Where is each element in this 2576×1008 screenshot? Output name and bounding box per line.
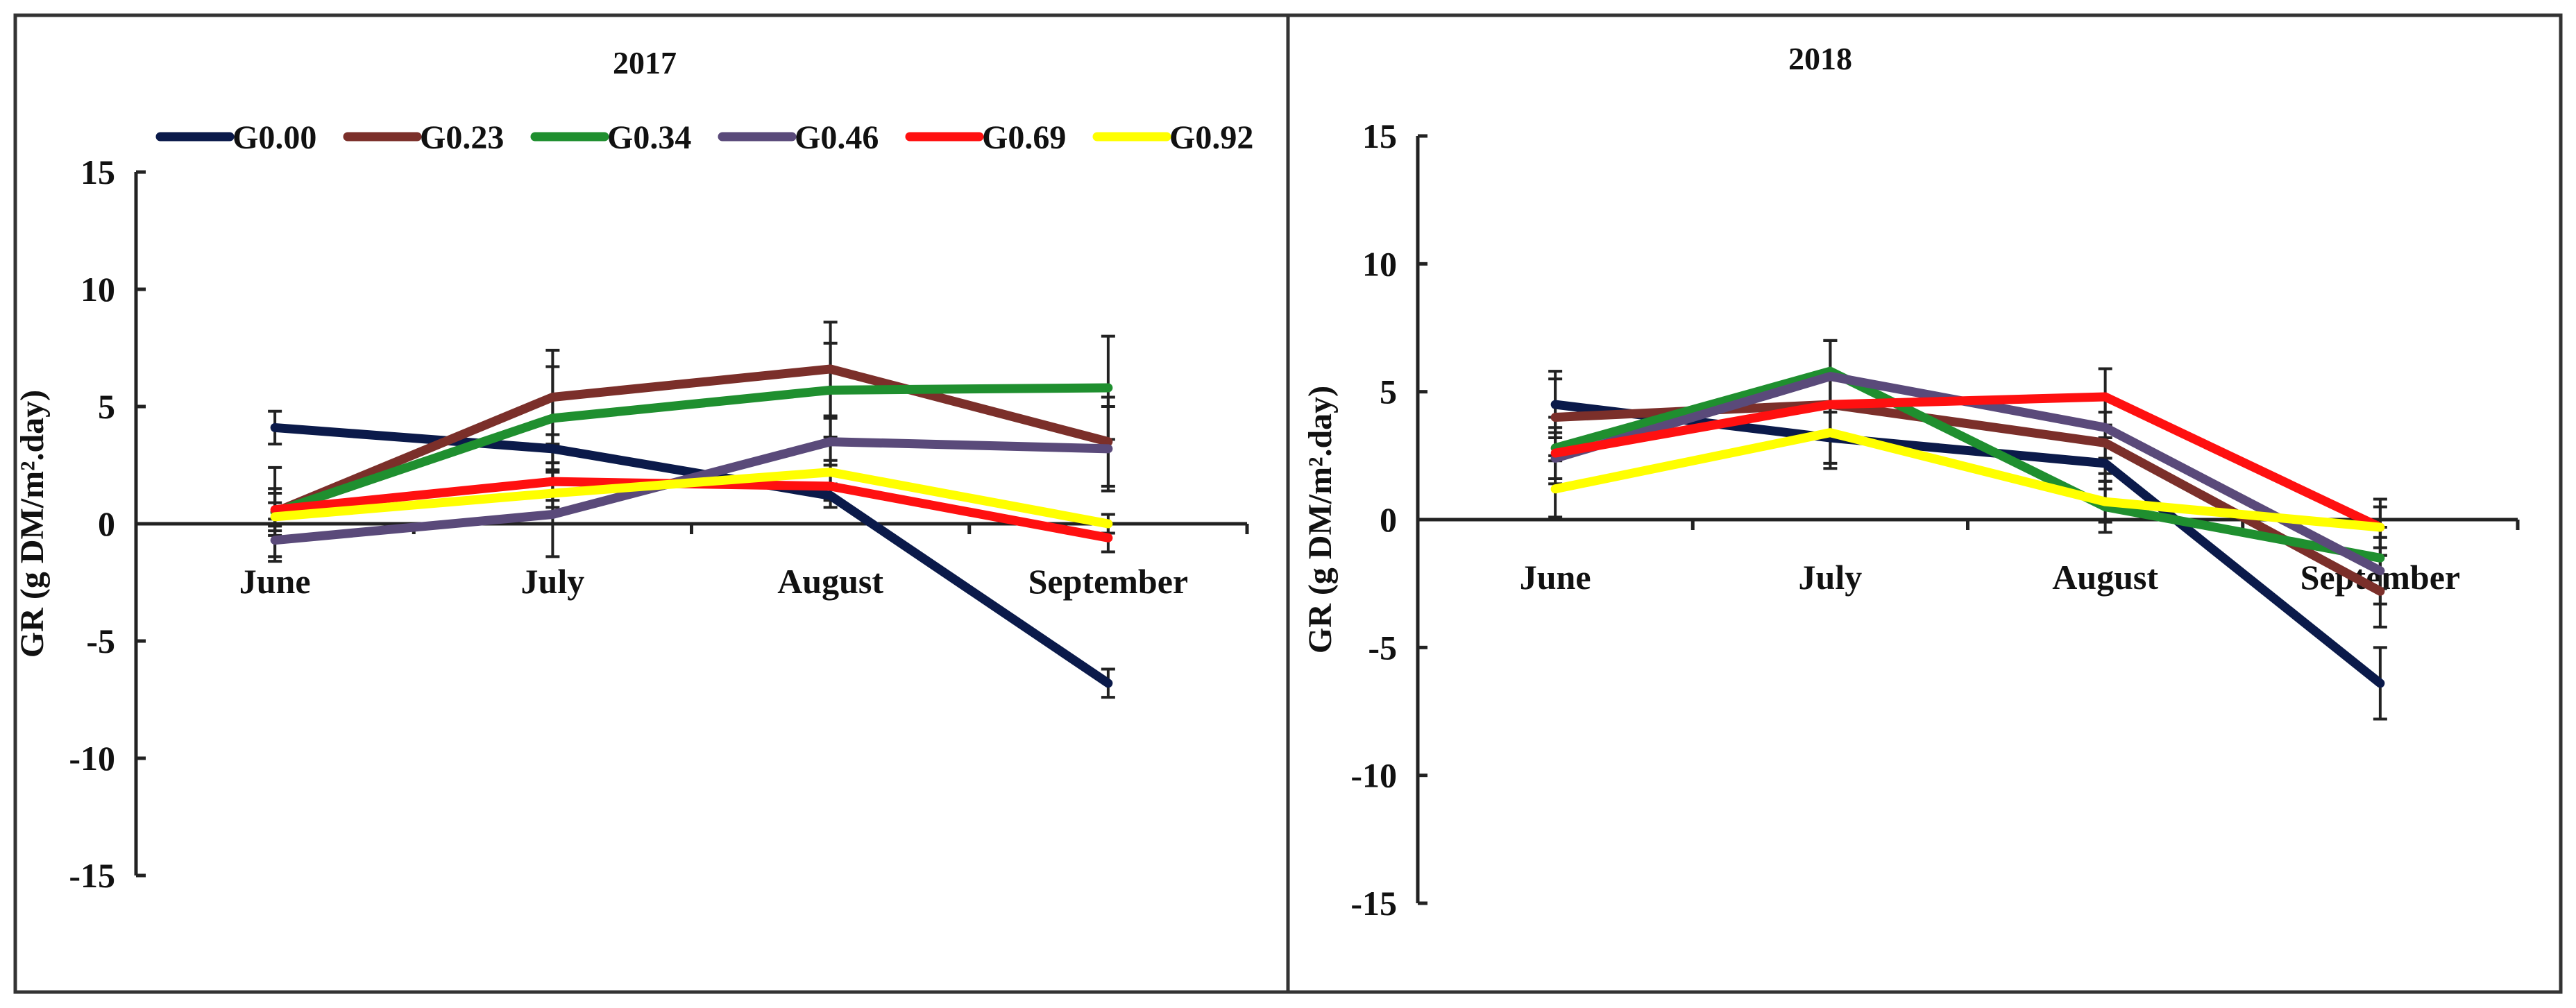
legend-label: G0.46 xyxy=(795,119,879,156)
data-point xyxy=(272,537,278,543)
legend-label: G0.69 xyxy=(982,119,1066,156)
data-point xyxy=(550,490,556,497)
data-point xyxy=(2102,394,2108,400)
x-tick-label: July xyxy=(521,562,585,601)
data-point xyxy=(2377,567,2383,574)
chart-title: 2017 xyxy=(613,45,677,80)
legend-label: G0.23 xyxy=(420,119,504,156)
y-tick-label: -10 xyxy=(1350,756,1397,795)
y-tick-label: -15 xyxy=(69,856,115,895)
legend-label: G0.34 xyxy=(607,119,691,156)
data-point xyxy=(1552,402,1559,408)
series-line-G0.46 xyxy=(270,437,1113,545)
data-point xyxy=(1552,486,1559,492)
data-point xyxy=(1827,373,1833,379)
y-axis-label: GR (g DM/m².day) xyxy=(14,390,51,658)
data-point xyxy=(2102,440,2108,446)
legend-label: G0.92 xyxy=(1169,119,1253,156)
data-point xyxy=(2377,524,2383,531)
legend: G0.00 G0.23 G0.34 G0.46 G0.69 G0.92 xyxy=(155,119,1253,156)
y-tick-label: 15 xyxy=(1362,117,1397,155)
y-tick-label: -10 xyxy=(69,739,115,778)
data-point xyxy=(1105,680,1111,686)
y-tick-label: -15 xyxy=(1350,884,1397,923)
data-point xyxy=(550,445,556,452)
data-point xyxy=(2377,680,2383,686)
data-point xyxy=(1552,414,1559,420)
data-point xyxy=(2102,425,2108,431)
data-point xyxy=(2102,499,2108,505)
data-point xyxy=(550,394,556,400)
legend-item: G0.46 xyxy=(718,119,879,156)
legend-item: G0.69 xyxy=(905,119,1066,156)
series-line-G0.00 xyxy=(270,422,1113,688)
legend-item: G0.23 xyxy=(343,119,504,156)
chart-title: 2018 xyxy=(1788,41,1852,76)
x-tick-label: June xyxy=(239,562,311,601)
data-point xyxy=(1105,521,1111,527)
data-point xyxy=(2102,460,2108,466)
data-point xyxy=(550,479,556,485)
x-tick-label: September xyxy=(1028,562,1189,601)
series-line-G0.92 xyxy=(270,468,1113,529)
right-panel-frame xyxy=(1286,13,2563,994)
y-tick-label: 5 xyxy=(1380,373,1397,411)
x-tick-label: August xyxy=(777,562,883,601)
series-line-G0.92 xyxy=(1550,428,2385,532)
data-point xyxy=(1827,402,1833,408)
series-line-G0.34 xyxy=(270,383,1113,517)
data-point xyxy=(827,387,833,393)
data-point xyxy=(1105,535,1111,541)
legend-item: G0.00 xyxy=(155,119,316,156)
data-point xyxy=(827,438,833,445)
data-point xyxy=(1552,450,1559,456)
data-point xyxy=(272,506,278,513)
data-point xyxy=(827,493,833,499)
data-point xyxy=(272,513,278,520)
series-line-G0.69 xyxy=(1550,392,2385,532)
y-tick-label: 15 xyxy=(80,153,115,191)
y-axis-label: GR (g DM/m².day) xyxy=(1302,386,1339,654)
series-line-G0.23 xyxy=(270,364,1113,517)
data-point xyxy=(550,511,556,518)
y-tick-label: 0 xyxy=(98,504,115,543)
y-tick-label: 10 xyxy=(80,270,115,309)
data-point xyxy=(2377,555,2383,561)
data-point xyxy=(827,469,833,475)
data-point xyxy=(272,425,278,431)
legend-item: G0.92 xyxy=(1092,119,1253,156)
y-tick-label: -5 xyxy=(1368,628,1397,667)
y-tick-label: 10 xyxy=(1362,244,1397,283)
y-tick-label: 0 xyxy=(1380,500,1397,539)
series-line-G0.34 xyxy=(1550,366,2385,563)
left-panel-frame xyxy=(13,13,1290,994)
data-point xyxy=(550,415,556,421)
legend-item: G0.34 xyxy=(530,119,691,156)
legend-label: G0.00 xyxy=(232,119,316,156)
data-point xyxy=(827,483,833,489)
data-point xyxy=(1105,438,1111,445)
y-tick-label: -5 xyxy=(86,622,115,660)
x-tick-label: August xyxy=(2052,558,2158,597)
panel-2017: 2017 15 10 5 0 -5 -10 -15 June July August Septembe… xyxy=(14,45,1249,895)
x-tick-label: July xyxy=(1799,558,1863,597)
y-tick-label: 5 xyxy=(98,387,115,426)
data-point xyxy=(2377,588,2383,595)
x-tick-label: June xyxy=(1520,558,1591,597)
data-point xyxy=(1105,384,1111,391)
data-point xyxy=(1105,445,1111,452)
data-point xyxy=(1827,429,1833,436)
data-point xyxy=(827,366,833,372)
